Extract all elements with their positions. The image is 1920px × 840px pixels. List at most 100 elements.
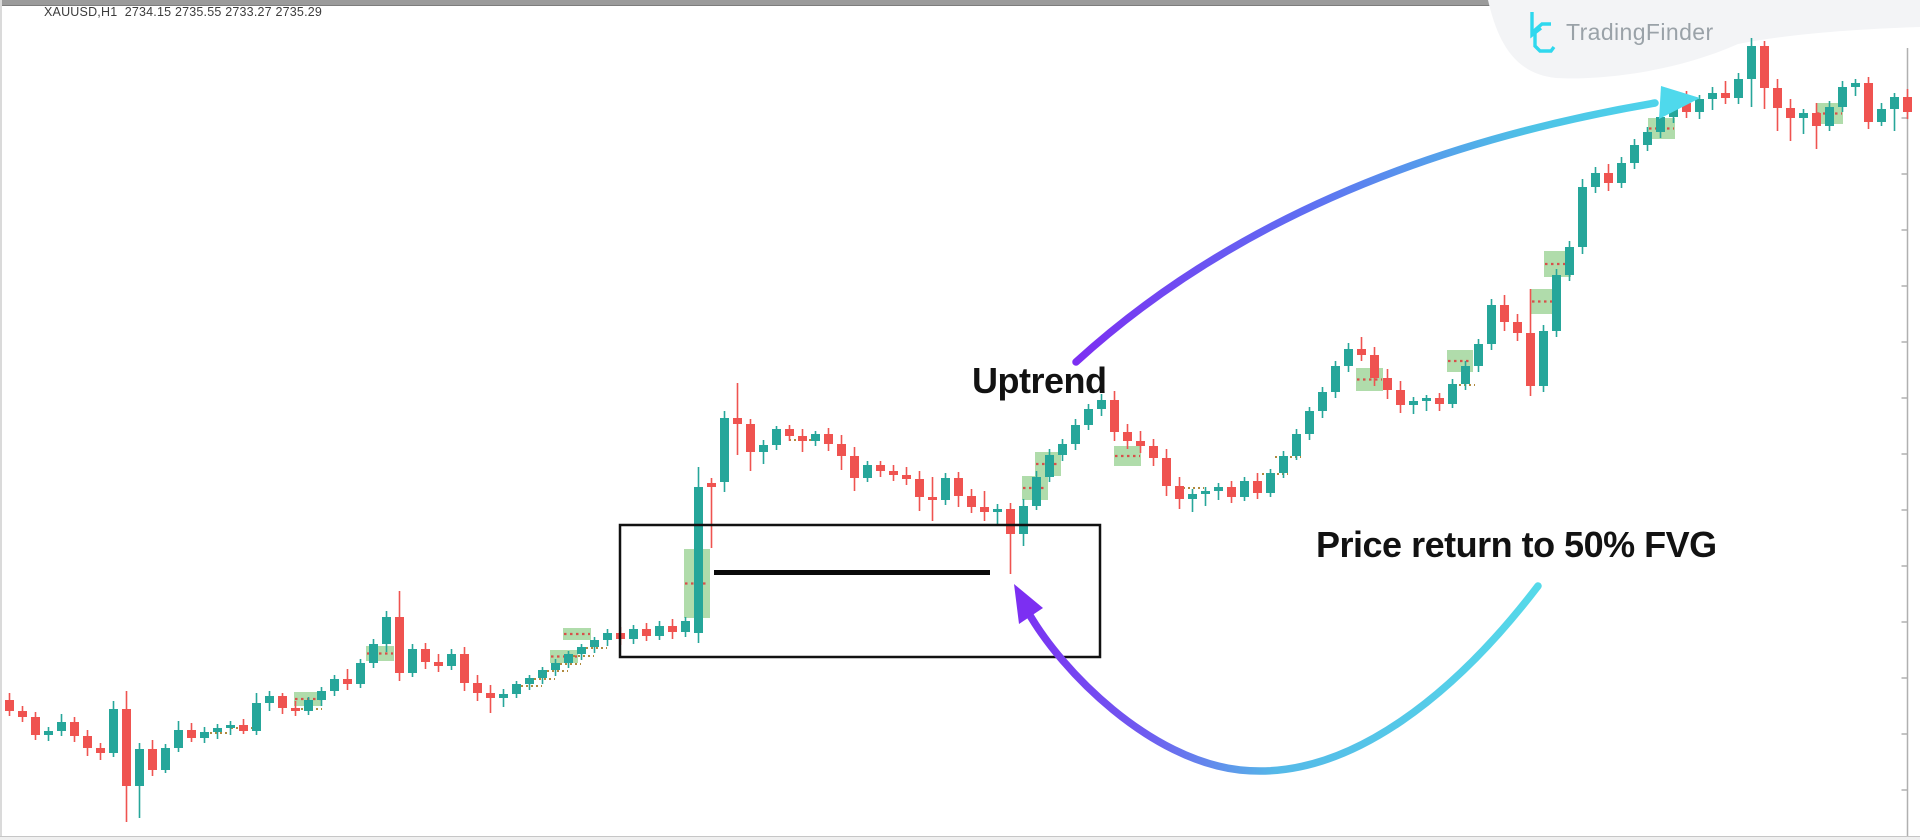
window-bottom-edge bbox=[0, 836, 1920, 840]
candle-body bbox=[1019, 506, 1028, 534]
candle-body bbox=[1734, 79, 1743, 98]
candle-body bbox=[239, 725, 248, 731]
candle-body bbox=[785, 429, 794, 436]
candle-body bbox=[1773, 88, 1782, 108]
candle-body bbox=[291, 708, 300, 711]
candle-body bbox=[434, 662, 443, 666]
candle-body bbox=[135, 749, 144, 786]
candle-body bbox=[1422, 398, 1431, 401]
tradingfinder-logo[interactable]: TradingFinder bbox=[1520, 9, 1714, 55]
candle-body bbox=[1058, 444, 1067, 455]
candle-body bbox=[733, 418, 742, 424]
price-axis[interactable] bbox=[1901, 48, 1909, 836]
candle-body bbox=[1110, 400, 1119, 432]
candle-body bbox=[1461, 366, 1470, 384]
candle-body bbox=[564, 654, 573, 663]
candle-body bbox=[1643, 132, 1652, 145]
price-return-arrowhead bbox=[1014, 584, 1043, 624]
candle-body bbox=[1344, 349, 1353, 366]
candle-body bbox=[668, 626, 677, 632]
candle-body bbox=[1188, 494, 1197, 499]
price-return-fvg-label: Price return to 50% FVG bbox=[1316, 524, 1717, 565]
candle-body bbox=[1357, 349, 1366, 355]
tradingfinder-logo-text: TradingFinder bbox=[1566, 18, 1714, 45]
uptrend-arrow bbox=[1072, 99, 1659, 366]
candle-body bbox=[486, 693, 495, 698]
candle-body bbox=[1812, 113, 1821, 126]
candle-body bbox=[629, 629, 638, 639]
candle-body bbox=[252, 703, 261, 731]
candle-body bbox=[1825, 107, 1834, 126]
symbol-ohlc-info: XAUUSD,H1 2734.15 2735.55 2733.27 2735.2… bbox=[44, 5, 323, 19]
candle-body bbox=[1435, 398, 1444, 404]
candle-body bbox=[954, 478, 963, 496]
fvg-rectangle[interactable] bbox=[618, 523, 1102, 659]
candle-body bbox=[1760, 46, 1769, 88]
candle-body bbox=[746, 424, 755, 452]
candle-body bbox=[525, 678, 534, 684]
candle-body bbox=[1903, 97, 1912, 112]
candle-body bbox=[369, 644, 378, 663]
candle-body bbox=[161, 748, 170, 770]
candle-body bbox=[1617, 163, 1626, 183]
candle-body bbox=[889, 471, 898, 475]
candle-body bbox=[31, 717, 40, 735]
candle-body bbox=[304, 700, 313, 711]
candle-body bbox=[863, 465, 872, 478]
candle-body bbox=[811, 434, 820, 441]
candle-body bbox=[200, 732, 209, 738]
candle-body bbox=[317, 691, 326, 700]
candle-body bbox=[148, 749, 157, 770]
candle-body bbox=[109, 709, 118, 753]
candle-body bbox=[1032, 477, 1041, 506]
candle-body bbox=[1630, 145, 1639, 163]
candle-body bbox=[1006, 509, 1015, 534]
candle-body bbox=[1175, 486, 1184, 499]
candle-body bbox=[876, 465, 885, 471]
uptrend-label: Uptrend bbox=[972, 360, 1107, 401]
candle-body bbox=[1682, 103, 1691, 112]
candle-body bbox=[1851, 83, 1860, 87]
candle-body bbox=[5, 700, 14, 711]
candle-body bbox=[1578, 187, 1587, 247]
candle-body bbox=[1487, 305, 1496, 344]
candle-body bbox=[1513, 322, 1522, 333]
candle-body bbox=[278, 696, 287, 708]
candle-body bbox=[330, 679, 339, 691]
candle-body bbox=[226, 725, 235, 728]
candle-body bbox=[174, 730, 183, 748]
candle-body bbox=[1708, 93, 1717, 99]
candle-body bbox=[967, 496, 976, 507]
candle-body bbox=[460, 654, 469, 683]
window-left-edge bbox=[0, 0, 2, 840]
candle-body bbox=[1084, 409, 1093, 425]
candle-body bbox=[1318, 392, 1327, 411]
candle-body bbox=[1838, 87, 1847, 107]
candle-body bbox=[850, 456, 859, 478]
candle-body bbox=[1877, 109, 1886, 122]
uptrend-arrowhead bbox=[1659, 86, 1700, 119]
candle-body bbox=[1227, 487, 1236, 497]
candles-layer bbox=[5, 38, 1912, 822]
candle-body bbox=[512, 684, 521, 694]
candle-body bbox=[1214, 487, 1223, 491]
candle-body bbox=[1591, 173, 1600, 187]
candle-body bbox=[538, 670, 547, 678]
candle-body bbox=[1279, 456, 1288, 473]
candle-body bbox=[655, 626, 664, 636]
candle-body bbox=[447, 654, 456, 666]
candle-body bbox=[382, 617, 391, 644]
candle-body bbox=[720, 418, 729, 482]
candle-body bbox=[1799, 113, 1808, 118]
candle-body bbox=[96, 748, 105, 753]
candle-body bbox=[1565, 247, 1574, 275]
candle-body bbox=[1500, 305, 1509, 322]
candle-body bbox=[772, 429, 781, 445]
candle-body bbox=[1656, 117, 1665, 132]
candle-body bbox=[1162, 458, 1171, 486]
candle-body bbox=[1240, 481, 1249, 497]
candle-body bbox=[1474, 344, 1483, 366]
candle-body bbox=[1604, 173, 1613, 183]
